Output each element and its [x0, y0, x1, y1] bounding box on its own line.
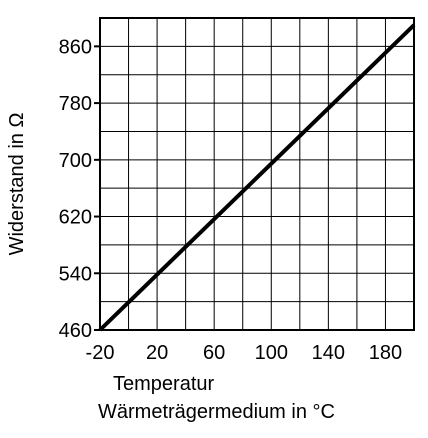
y-tick-label: 860: [59, 36, 92, 58]
x-tick-labels: -20 20 60 100 140 180: [86, 342, 403, 364]
y-tick-labels: 460 540 620 700 780 860: [59, 36, 100, 342]
y-tick-label: 620: [59, 207, 92, 229]
x-axis-label-line1: Temperatur: [113, 373, 214, 395]
series-line: [98, 23, 416, 332]
x-tick-label: -20: [86, 342, 115, 364]
x-tick-label: 100: [255, 342, 288, 364]
x-tick-label: 20: [146, 342, 168, 364]
grid: [100, 18, 414, 330]
x-axis-label-line2: Wärmeträgermedium in °C: [98, 401, 335, 423]
x-tick-label: 140: [312, 342, 345, 364]
plot-frame: [99, 17, 415, 331]
x-tick-label: 60: [203, 342, 225, 364]
x-tick-label: 180: [369, 342, 402, 364]
y-tick-label: 780: [59, 93, 92, 115]
y-tick-label: 700: [59, 150, 92, 172]
y-axis-label: Widerstand in Ω: [6, 113, 28, 256]
y-tick-label: 460: [59, 320, 92, 342]
series-layer: [98, 23, 416, 332]
y-tick-label: 540: [59, 263, 92, 285]
